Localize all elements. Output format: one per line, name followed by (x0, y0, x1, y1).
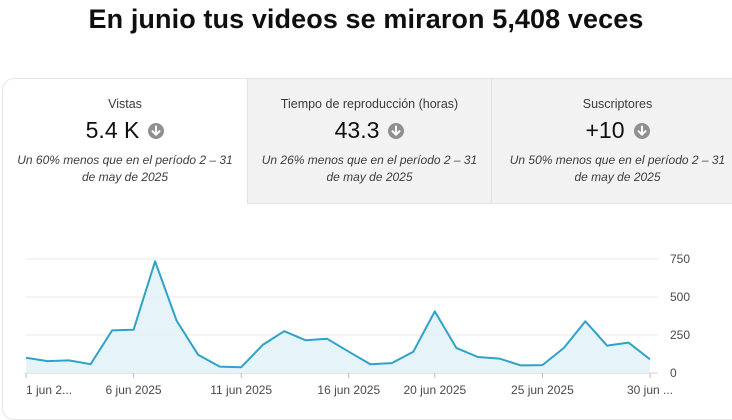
metric-comparison: Un 60% menos que en el período 2 – 31 de… (9, 152, 241, 186)
tab-vistas[interactable]: Vistas 5.4 K Un 60% menos que en el perí… (3, 79, 247, 204)
metric-label: Suscriptores (492, 97, 732, 111)
area-fill (26, 261, 650, 373)
metric-comparison: Un 26% menos que en el período 2 – 31 de… (254, 152, 486, 186)
x-tick-label: 30 jun ... (627, 383, 673, 397)
x-tick-label: 6 jun 2025 (106, 383, 162, 397)
x-tick-label: 11 jun 2025 (210, 383, 272, 397)
x-tick-label: 20 jun 2025 (403, 383, 466, 397)
arrow-down-circle-icon (388, 123, 404, 139)
x-tick-label: 1 jun 2... (26, 383, 72, 397)
y-tick-label: 750 (670, 252, 690, 266)
metric-tabs: Vistas 5.4 K Un 60% menos que en el perí… (3, 79, 732, 204)
metric-label: Vistas (3, 97, 247, 111)
x-tick-label: 16 jun 2025 (317, 383, 380, 397)
tab-tiempo-reproduccion[interactable]: Tiempo de reproducción (horas) 43.3 Un 2… (247, 79, 491, 204)
metric-value: 43.3 (335, 117, 380, 144)
x-tick-label: 25 jun 2025 (511, 383, 574, 397)
y-tick-label: 500 (670, 290, 690, 304)
metric-label: Tiempo de reproducción (horas) (248, 97, 491, 111)
y-tick-label: 250 (670, 328, 690, 342)
metric-comparison: Un 50% menos que en el período 2 – 31 de… (502, 152, 732, 186)
y-tick-label: 0 (670, 366, 677, 380)
page-title: En junio tus videos se miraron 5,408 vec… (0, 4, 732, 35)
tab-suscriptores[interactable]: Suscriptores +10 Un 50% menos que en el … (491, 79, 732, 204)
views-chart: 0 250 500 750 1 jun 2... 6 jun 2025 11 jun 20… (0, 236, 732, 409)
arrow-down-circle-icon (634, 123, 650, 139)
metric-value: +10 (585, 117, 624, 144)
metric-value: 5.4 K (86, 117, 140, 144)
arrow-down-circle-icon (148, 123, 164, 139)
